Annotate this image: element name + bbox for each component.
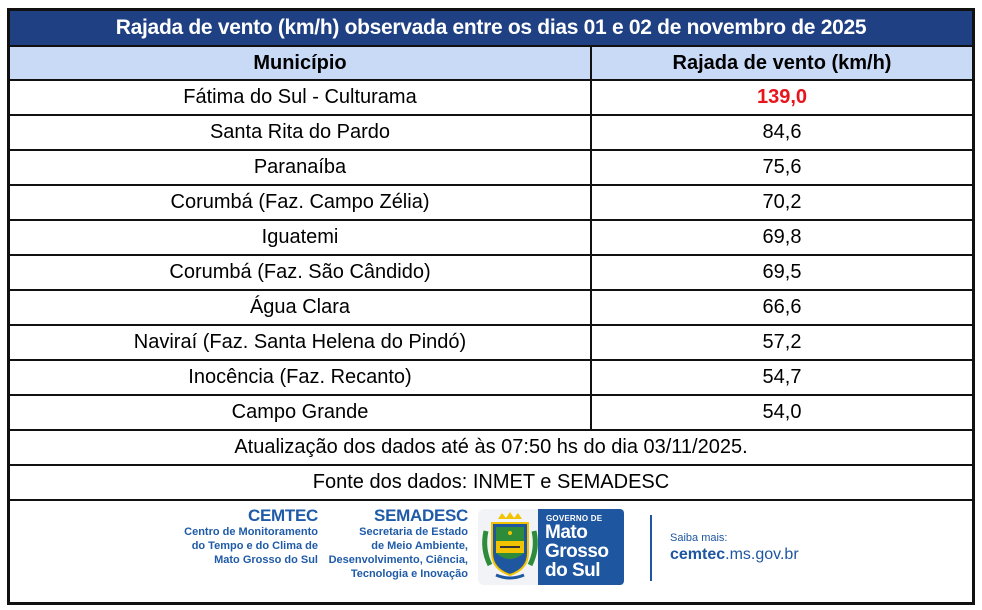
- rajada-cell: 54,7: [762, 366, 802, 388]
- rajada-cell: 75,6: [762, 156, 802, 178]
- cemtec-line: do Tempo e do Clima de: [191, 540, 318, 552]
- rajada-cell: 69,5: [762, 261, 802, 283]
- column-divider: [590, 256, 592, 289]
- municipio-cell: Campo Grande: [231, 401, 369, 423]
- governo-line: do Sul: [545, 560, 601, 581]
- semadesc-line: Desenvolvimento, Ciência,: [328, 554, 468, 566]
- logo-strip: CEMTEC Centro de Monitoramento do Tempo …: [10, 503, 972, 602]
- governo-line: Mato: [545, 522, 588, 543]
- table-row: Iguatemi 69,8: [10, 221, 972, 256]
- column-divider: [590, 116, 592, 149]
- semadesc-line: Secretaria de Estado: [359, 526, 468, 538]
- governo-ms-wordmark: GOVERNO DE Mato Grosso do Sul: [538, 509, 624, 585]
- municipio-cell: Naviraí (Faz. Santa Helena do Pindó): [133, 331, 467, 353]
- governo-ms-logo: GOVERNO DE Mato Grosso do Sul: [478, 509, 624, 585]
- semadesc-logo: SEMADESC Secretaria de Estado de Meio Am…: [320, 506, 469, 581]
- table-row: Paranaíba 75,6: [10, 151, 972, 186]
- table-row: Corumbá (Faz. São Cândido) 69,5: [10, 256, 972, 291]
- rajada-cell: 57,2: [762, 331, 802, 353]
- column-header-municipio: Município: [253, 52, 347, 74]
- table-row: Fátima do Sul - Culturama 139,0: [10, 81, 972, 116]
- rajada-cell: 84,6: [762, 121, 802, 143]
- update-note: Atualização dos dados até às 07:50 hs do…: [10, 431, 972, 466]
- table-row: Corumbá (Faz. Campo Zélia) 70,2: [10, 186, 972, 221]
- column-divider: [590, 47, 592, 79]
- rajada-cell: 66,6: [762, 296, 802, 318]
- table-title: Rajada de vento (km/h) observada entre o…: [10, 11, 972, 45]
- url-bold-part: cemtec: [670, 546, 726, 563]
- municipio-cell: Água Clara: [249, 296, 351, 318]
- cemtec-line: Centro de Monitoramento: [184, 526, 318, 538]
- cemtec-line: Mato Grosso do Sul: [214, 554, 318, 566]
- source-note: Fonte dos dados: INMET e SEMADESC: [10, 466, 972, 501]
- municipio-cell: Fátima do Sul - Culturama: [183, 86, 417, 108]
- cemtec-logo: CEMTEC Centro de Monitoramento do Tempo …: [152, 507, 318, 567]
- column-divider: [590, 361, 592, 394]
- logo-separator: [650, 515, 652, 581]
- column-divider: [590, 186, 592, 219]
- rajada-cell: 54,0: [762, 401, 802, 423]
- municipio-cell: Paranaíba: [253, 156, 347, 178]
- semadesc-line: de Meio Ambiente,: [371, 540, 468, 552]
- table-row: Campo Grande 54,0: [10, 396, 972, 431]
- table-row: Naviraí (Faz. Santa Helena do Pindó) 57,…: [10, 326, 972, 361]
- semadesc-line: Tecnologia e Inovação: [350, 568, 468, 580]
- saiba-mais-label: Saiba mais:: [670, 532, 728, 544]
- column-divider: [590, 151, 592, 184]
- column-divider: [590, 81, 592, 114]
- rajada-cell: 70,2: [762, 191, 802, 213]
- column-divider: [590, 326, 592, 359]
- municipio-cell: Iguatemi: [261, 226, 339, 248]
- saiba-mais-block: Saiba mais: cemtec.ms.gov.br: [670, 531, 799, 565]
- url-rest-part: .ms.gov.br: [725, 546, 799, 563]
- table-row: Água Clara 66,6: [10, 291, 972, 326]
- cemtec-name: CEMTEC: [248, 506, 318, 525]
- municipio-cell: Inocência (Faz. Recanto): [188, 366, 412, 388]
- column-divider: [590, 221, 592, 254]
- column-divider: [590, 291, 592, 324]
- semadesc-name: SEMADESC: [374, 506, 468, 525]
- wind-gust-table: Rajada de vento (km/h) observada entre o…: [7, 8, 975, 605]
- column-header-rajada: Rajada de vento (km/h): [672, 52, 892, 74]
- table-header: Município Rajada de vento (km/h): [10, 45, 972, 81]
- rajada-cell-highlight: 139,0: [756, 86, 808, 108]
- coat-of-arms-icon: [478, 509, 542, 585]
- governo-small-text: GOVERNO DE: [546, 514, 603, 523]
- column-divider: [590, 396, 592, 429]
- municipio-cell: Corumbá (Faz. São Cândido): [169, 261, 431, 283]
- cemtec-website-link[interactable]: cemtec.ms.gov.br: [670, 545, 799, 565]
- rajada-cell: 69,8: [762, 226, 802, 248]
- municipio-cell: Santa Rita do Pardo: [209, 121, 391, 143]
- municipio-cell: Corumbá (Faz. Campo Zélia): [170, 191, 430, 213]
- table-row: Santa Rita do Pardo 84,6: [10, 116, 972, 151]
- governo-line: Grosso: [545, 541, 609, 562]
- table-row: Inocência (Faz. Recanto) 54,7: [10, 361, 972, 396]
